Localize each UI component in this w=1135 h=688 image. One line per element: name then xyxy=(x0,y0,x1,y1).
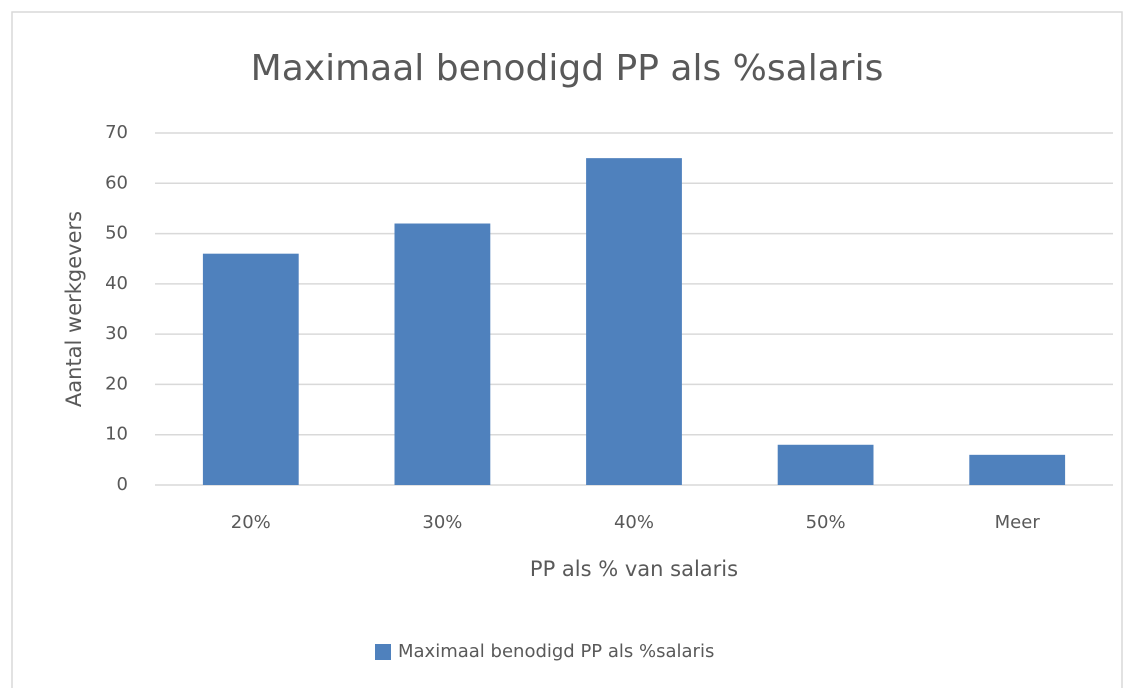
legend-label: Maximaal benodigd PP als %salaris xyxy=(398,641,714,662)
bar xyxy=(394,223,491,485)
y-tick-label: 40 xyxy=(105,273,128,294)
x-tick-label: 50% xyxy=(806,512,846,533)
x-tick-label: 40% xyxy=(614,512,654,533)
y-tick-label: 70 xyxy=(105,122,128,143)
x-axis-label: PP als % van salaris xyxy=(530,557,738,581)
x-tick-label: Meer xyxy=(995,512,1041,533)
legend-swatch xyxy=(375,644,391,660)
y-tick-label: 10 xyxy=(105,424,128,445)
bar xyxy=(777,444,874,485)
y-tick-label: 50 xyxy=(105,223,128,244)
y-tick-label: 60 xyxy=(105,172,128,193)
chart-title: Maximaal benodigd PP als %salaris xyxy=(251,48,884,89)
bar xyxy=(969,454,1066,485)
bar xyxy=(202,253,299,485)
x-tick-label: 30% xyxy=(422,512,462,533)
y-tick-label: 30 xyxy=(105,323,128,344)
chart-border xyxy=(11,11,1123,688)
y-axis-label: Aantal werkgevers xyxy=(62,211,86,407)
y-tick-label: 20 xyxy=(105,373,128,394)
bar xyxy=(586,158,682,485)
y-tick-label: 0 xyxy=(117,474,128,495)
x-tick-label: 20% xyxy=(231,512,271,533)
